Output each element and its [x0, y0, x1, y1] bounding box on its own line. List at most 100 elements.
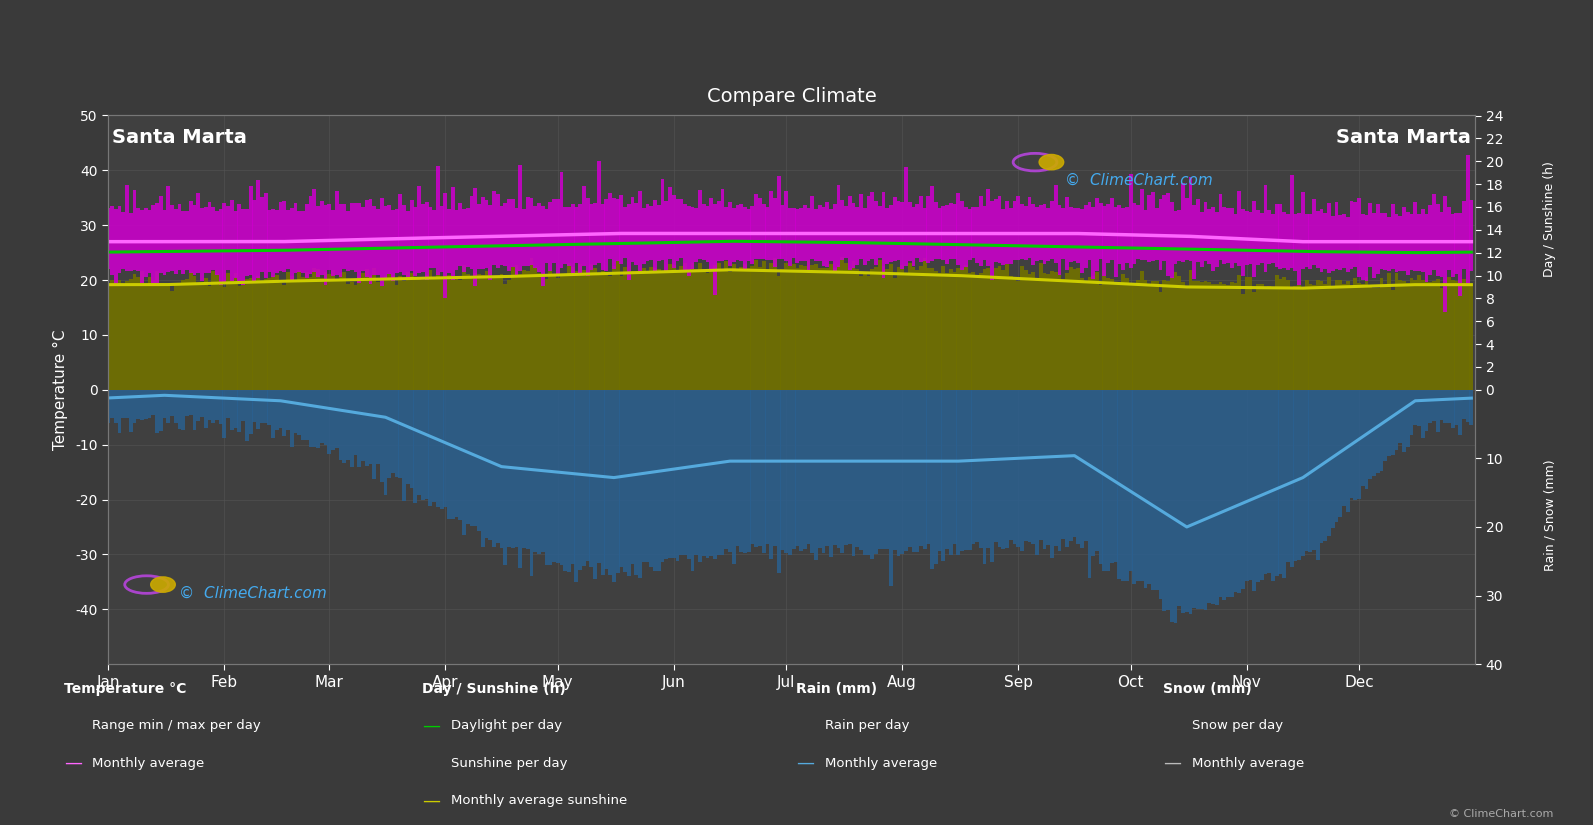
Bar [1394, 214, 1399, 272]
Bar [742, 389, 747, 554]
Bar [612, 266, 616, 389]
Bar [478, 389, 481, 531]
Bar [612, 389, 616, 582]
Bar [792, 209, 795, 258]
Bar [949, 389, 953, 555]
Bar [425, 275, 429, 389]
Bar [656, 269, 661, 389]
Bar [997, 266, 1002, 389]
Bar [492, 191, 495, 265]
Bar [1330, 288, 1335, 389]
Bar [945, 273, 949, 389]
Text: Sunshine per day: Sunshine per day [451, 757, 567, 770]
Bar [1215, 389, 1219, 605]
Bar [766, 207, 769, 260]
Bar [309, 277, 312, 389]
Bar [817, 389, 822, 549]
Bar [1238, 191, 1241, 266]
Bar [1346, 389, 1349, 512]
Bar [698, 263, 703, 389]
Bar [342, 271, 346, 389]
Bar [667, 263, 672, 389]
Bar [537, 203, 542, 272]
Bar [956, 267, 961, 389]
Bar [282, 389, 287, 436]
Bar [1435, 279, 1440, 389]
Bar [1192, 389, 1196, 608]
Bar [908, 202, 911, 261]
Bar [720, 188, 725, 261]
Bar [695, 208, 698, 262]
Bar [425, 202, 429, 280]
Bar [335, 389, 339, 448]
Bar [706, 206, 709, 262]
Bar [709, 198, 714, 270]
Bar [1394, 389, 1399, 450]
Bar [1263, 389, 1268, 574]
Bar [507, 200, 511, 271]
Bar [331, 389, 335, 450]
Bar [758, 267, 761, 389]
Bar [1440, 288, 1443, 389]
Bar [1024, 270, 1027, 389]
Bar [1308, 285, 1313, 389]
Bar [900, 389, 905, 554]
Bar [1268, 389, 1271, 573]
Bar [1319, 209, 1324, 271]
Bar [841, 257, 844, 389]
Bar [342, 205, 346, 270]
Bar [170, 205, 174, 271]
Bar [451, 279, 454, 389]
Bar [1133, 285, 1136, 389]
Bar [518, 274, 523, 389]
Bar [781, 389, 784, 550]
Bar [298, 389, 301, 435]
Bar [1204, 280, 1207, 389]
Bar [1286, 280, 1290, 389]
Bar [204, 207, 207, 273]
Bar [1316, 389, 1319, 560]
Bar [567, 389, 570, 572]
Bar [922, 258, 927, 389]
Bar [503, 284, 507, 389]
Bar [1035, 279, 1039, 389]
Bar [653, 268, 656, 389]
Text: Santa Marta: Santa Marta [1337, 128, 1470, 147]
Bar [1233, 283, 1238, 389]
Bar [581, 389, 586, 566]
Bar [930, 268, 933, 389]
Bar [293, 280, 298, 389]
Bar [1330, 216, 1335, 271]
Bar [1147, 196, 1152, 262]
Bar [908, 389, 911, 547]
Bar [855, 269, 859, 389]
Bar [470, 389, 473, 526]
Bar [249, 279, 253, 389]
Bar [822, 389, 825, 553]
Bar [728, 389, 731, 553]
Bar [478, 204, 481, 269]
Bar [335, 191, 339, 275]
Bar [268, 210, 271, 271]
Bar [140, 271, 143, 389]
Bar [256, 181, 260, 278]
Bar [1349, 288, 1354, 389]
Bar [1091, 276, 1094, 389]
Bar [237, 204, 241, 282]
Bar [1290, 289, 1294, 389]
Bar [368, 389, 373, 464]
Bar [121, 212, 126, 269]
Bar [1174, 272, 1177, 389]
Bar [897, 200, 900, 261]
Bar [406, 272, 409, 389]
Text: © ClimeChart.com: © ClimeChart.com [1448, 808, 1553, 818]
Bar [115, 280, 118, 389]
Bar [290, 276, 293, 389]
Bar [190, 389, 193, 415]
Bar [645, 205, 650, 261]
Bar [1180, 183, 1185, 262]
Bar [986, 268, 991, 389]
Bar [736, 389, 739, 546]
Bar [878, 389, 881, 549]
Bar [331, 271, 335, 389]
